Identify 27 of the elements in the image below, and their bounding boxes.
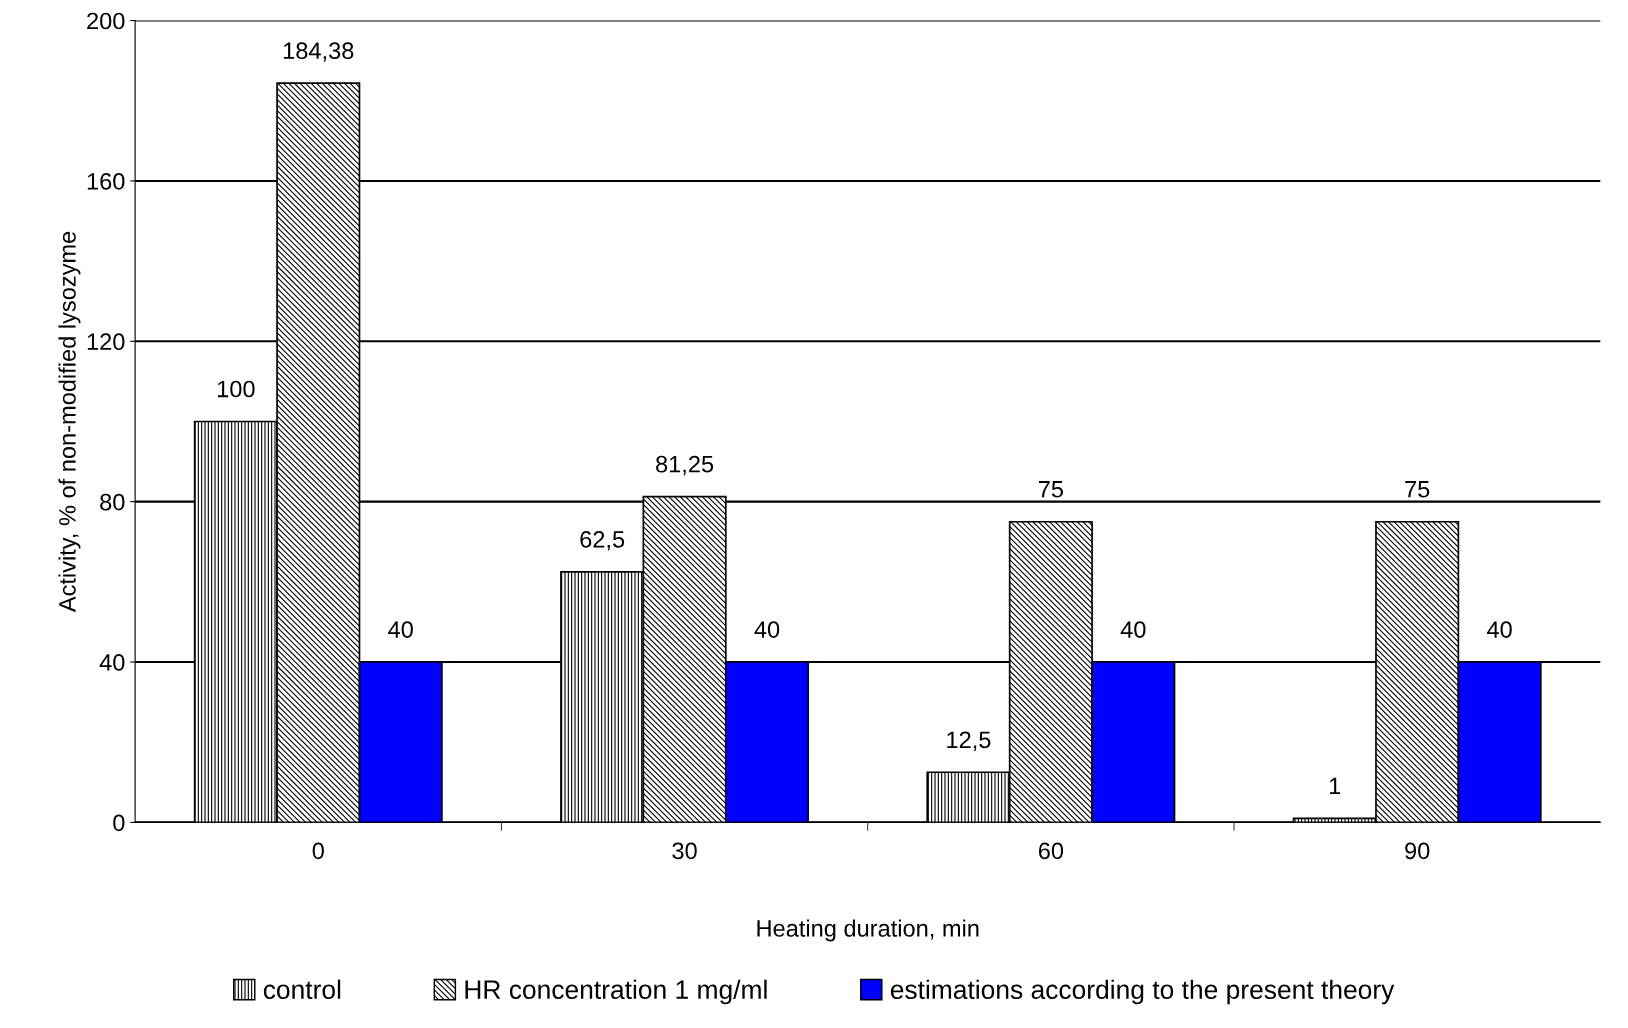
y-tick-label: 120 — [87, 333, 125, 351]
y-tick-label: 160 — [87, 173, 125, 190]
y-tick-label: 40 — [99, 654, 125, 671]
data-label: 100 — [217, 380, 255, 398]
legend-label: HR concentration 1 mg/ml — [465, 979, 767, 1005]
data-label: 40 — [1120, 621, 1146, 638]
data-label: 40 — [1487, 621, 1512, 638]
data-label: 40 — [388, 621, 413, 638]
data-label: 12,5 — [947, 731, 991, 751]
y-tick-label: 200 — [87, 12, 125, 30]
data-label: 75 — [1038, 481, 1064, 498]
data-label: 62,5 — [580, 530, 625, 551]
data-label: 40 — [754, 621, 780, 638]
x-tick-label: 30 — [672, 842, 697, 860]
y-tick-label: 0 — [113, 814, 125, 832]
y-axis-title: Activity, % of non-modified lysozyme — [58, 231, 81, 613]
x-tick-label: 60 — [1038, 842, 1064, 860]
data-label: 1 — [1329, 777, 1341, 795]
data-label: 184,38 — [283, 42, 354, 62]
y-tick-label: 80 — [100, 493, 125, 511]
data-label: 75 — [1405, 481, 1430, 498]
x-tick-label: 90 — [1405, 842, 1430, 860]
legend-label: control — [263, 979, 341, 1000]
x-axis-title: Heating duration, min — [757, 919, 979, 942]
data-label: 81,25 — [656, 455, 714, 476]
legend-label: estimations according to the present theory — [890, 979, 1395, 1005]
x-tick-label: 0 — [312, 842, 324, 860]
